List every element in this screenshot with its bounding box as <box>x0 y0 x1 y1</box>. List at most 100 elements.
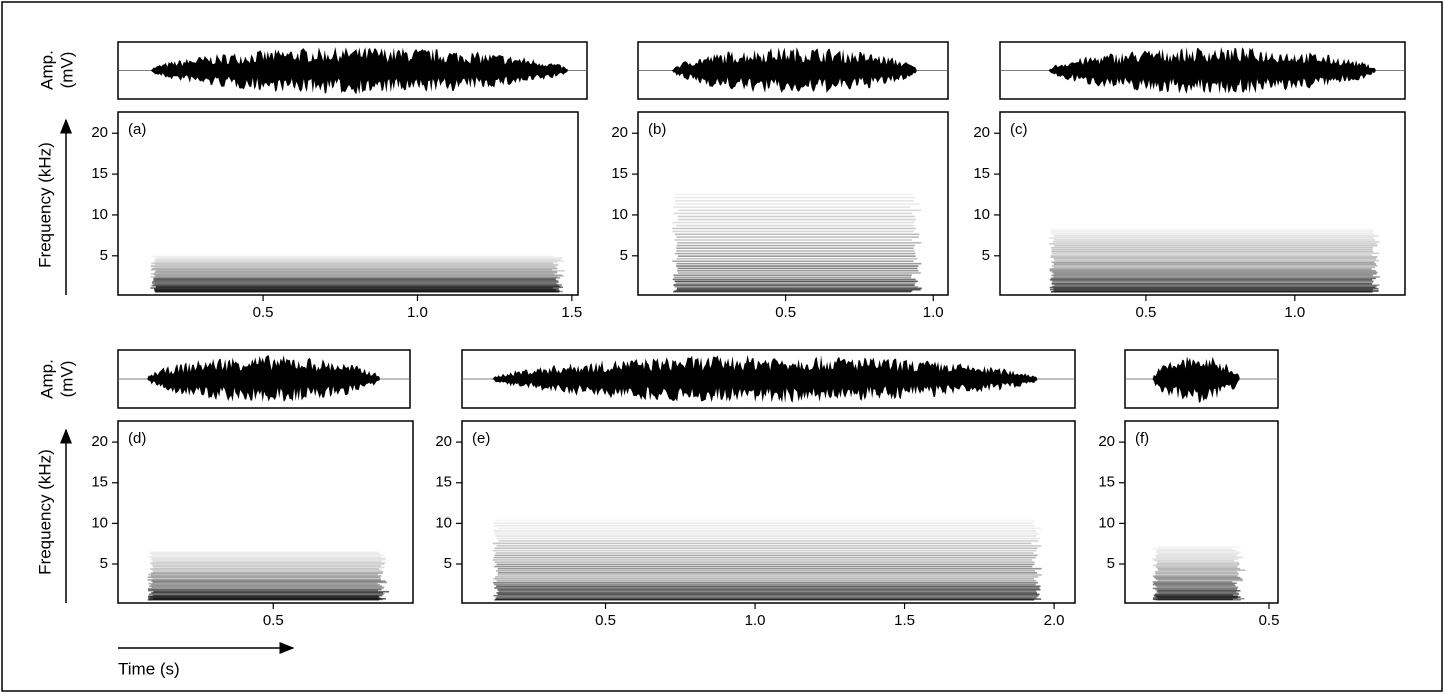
spectrogram-texture <box>495 597 1037 599</box>
spectrogram-texture <box>152 594 383 597</box>
spectrogram-texture <box>674 280 918 283</box>
spectrogram-texture <box>1152 581 1233 583</box>
spectrogram-texture <box>1052 241 1380 243</box>
spectrogram-texture <box>151 559 386 561</box>
waveform <box>1048 46 1376 94</box>
spectrogram-texture <box>493 532 1040 535</box>
spectrogram-texture <box>1049 286 1376 289</box>
spectrogram-texture <box>148 585 382 587</box>
y-tick-label: 10 <box>1098 514 1115 531</box>
spectrogram-texture <box>150 568 380 570</box>
spectrogram-texture <box>155 275 564 277</box>
spectrogram-texture <box>151 284 559 287</box>
spectrogram-texture <box>1153 582 1237 585</box>
panel: (d) 5 10 15 20 0.5 <box>91 349 414 629</box>
spectrogram-texture <box>148 593 384 596</box>
row-1-labels: Amp. (mV) Frequency (kHz) <box>35 50 76 295</box>
spectrogram-texture <box>673 212 913 215</box>
spectrogram-texture <box>1053 290 1379 293</box>
spectrogram-texture <box>492 581 1038 584</box>
spectrogram-texture <box>152 569 382 572</box>
spectrogram-texture <box>675 282 916 285</box>
panel-label: (d) <box>128 430 146 447</box>
spectrogram-texture <box>1154 570 1238 573</box>
spectrogram-texture <box>676 288 921 291</box>
spectrogram-texture <box>676 257 918 260</box>
spectrogram-texture <box>151 586 385 589</box>
y-tick-label: 15 <box>1098 474 1115 491</box>
spectrogram-texture <box>672 230 914 233</box>
spectrogram-texture <box>1157 586 1239 588</box>
y-tick-label: 15 <box>611 165 628 182</box>
spectrogram-texture <box>495 519 1036 522</box>
x-tick-label: 0.5 <box>263 612 284 629</box>
spectrogram-texture <box>152 581 387 584</box>
y-tick-label: 5 <box>1107 555 1115 572</box>
spectrogram-texture <box>151 273 555 275</box>
spectrogram-texture <box>1152 547 1233 550</box>
spectrogram-texture <box>676 262 922 265</box>
panel: (e) 5 10 15 20 0.5 1.0 1.5 2.0 <box>435 349 1076 629</box>
spectrogram-texture <box>1158 569 1246 571</box>
y-tick-label: 20 <box>435 433 452 450</box>
spectrogram-texture <box>497 574 1042 576</box>
spectrogram-texture <box>1053 263 1377 265</box>
spectrogram-texture <box>673 206 911 208</box>
spectrogram-texture <box>1155 593 1240 595</box>
spectrogram-texture <box>497 537 1040 540</box>
spectrogram-texture <box>1152 598 1233 601</box>
spectrogram-texture <box>495 569 1035 572</box>
waveform <box>672 47 917 93</box>
y-tick-label: 5 <box>100 555 108 572</box>
y-tick-label: 5 <box>982 247 990 264</box>
spectrogram-texture <box>1053 266 1376 269</box>
spectrogram-texture <box>153 566 385 569</box>
spectrogram-texture <box>155 270 565 272</box>
spectrogram-texture <box>154 266 558 269</box>
panel-label: (c) <box>1010 121 1028 138</box>
spectrogram-texture <box>1050 246 1373 249</box>
spectrogram-texture <box>497 567 1042 570</box>
spectrogram-texture <box>148 589 378 592</box>
spectrogram-texture <box>151 580 386 582</box>
spectrogram-texture <box>498 540 1039 542</box>
spectrogram-texture <box>1050 277 1376 280</box>
spectrogram-texture <box>674 233 920 236</box>
spectrogram-texture <box>152 278 556 280</box>
spectrogram-texture <box>1156 549 1237 552</box>
spectrogram-texture <box>152 284 562 286</box>
spectrogram-box <box>1124 420 1279 604</box>
spectrogram-texture <box>153 278 557 281</box>
spectrogram-texture <box>1153 597 1238 599</box>
spectrogram-texture <box>1051 274 1373 277</box>
spectrogram-texture <box>676 265 919 267</box>
y-tick-label: 20 <box>973 124 990 141</box>
spectrogram-texture <box>151 267 558 270</box>
spectrogram-texture <box>1152 587 1238 590</box>
spectrogram-texture <box>1051 250 1374 253</box>
y-tick-label: 10 <box>91 514 108 531</box>
spectrogram-texture <box>674 285 918 288</box>
spectrogram-texture <box>150 584 380 586</box>
spectrogram-texture <box>1157 546 1241 548</box>
y-tick-label: 20 <box>611 124 628 141</box>
spectrogram-texture <box>678 272 921 274</box>
spectrogram-texture <box>1053 239 1375 241</box>
y-tick-label: 20 <box>91 124 108 141</box>
x-tick-label: 1.5 <box>894 612 915 629</box>
spectrogram-texture <box>1155 573 1240 576</box>
spectrogram-box <box>461 420 1076 604</box>
spectrogram-texture <box>152 570 384 573</box>
y-tick-label: 15 <box>91 165 108 182</box>
spectrogram-texture <box>148 556 382 558</box>
waveform <box>1152 356 1240 403</box>
spectrogram-texture <box>1156 563 1240 565</box>
spectrogram-texture <box>151 591 384 594</box>
spectrogram-box <box>999 111 1406 296</box>
spectrogram-texture <box>1155 551 1242 553</box>
spectrogram-texture <box>1054 259 1380 262</box>
spectrogram-texture <box>151 563 385 566</box>
panel-label: (f) <box>1135 430 1149 447</box>
spectrogram-texture <box>1052 285 1377 288</box>
waveform <box>492 354 1038 404</box>
